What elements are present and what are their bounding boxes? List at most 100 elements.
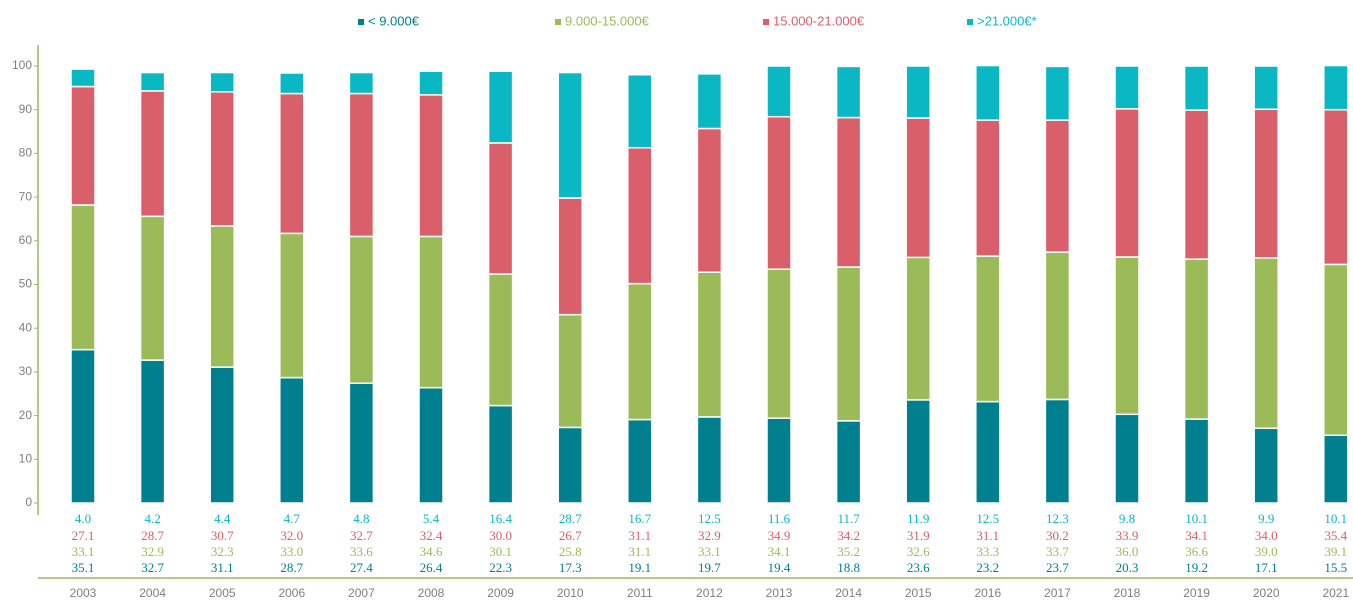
y-tick-label: 40 <box>19 320 33 334</box>
value-label: 31.1 <box>211 560 234 575</box>
value-label: 23.2 <box>976 560 999 575</box>
value-label: 39.0 <box>1255 544 1278 559</box>
value-label: 4.7 <box>284 511 301 526</box>
bar-segment <box>905 117 931 259</box>
value-label: 32.7 <box>141 560 164 575</box>
value-label: 23.6 <box>907 560 930 575</box>
x-tick-label: 2017 <box>1044 586 1071 600</box>
value-label: 17.3 <box>559 560 582 575</box>
value-label: 32.6 <box>907 544 930 559</box>
bar-segment <box>627 282 653 421</box>
bar-segment <box>70 85 96 206</box>
value-label: 33.7 <box>1046 544 1069 559</box>
value-label: 16.7 <box>628 511 651 526</box>
y-tick-label: 10 <box>19 451 33 465</box>
value-label: 34.0 <box>1255 528 1278 543</box>
x-tick-label: 2006 <box>278 586 305 600</box>
x-tick-label: 2015 <box>905 586 932 600</box>
value-label: 12.5 <box>976 511 999 526</box>
bar-segment <box>279 92 305 235</box>
bar-segment <box>1114 256 1140 416</box>
bar-segment <box>1183 418 1210 504</box>
y-tick-label: 60 <box>19 233 33 247</box>
value-label: 12.5 <box>698 511 721 526</box>
bar-segment <box>487 70 514 144</box>
value-label: 4.2 <box>144 511 160 526</box>
value-label: 34.1 <box>1185 528 1208 543</box>
x-tick-label: 2018 <box>1114 586 1141 600</box>
bar-segment <box>1114 108 1140 258</box>
y-tick-label: 80 <box>19 146 33 160</box>
bar-segment <box>1323 263 1349 437</box>
bar-segment <box>139 71 166 92</box>
value-label: 12.3 <box>1046 511 1069 526</box>
y-tick-label: 100 <box>12 58 32 72</box>
bar-segment <box>487 142 514 275</box>
value-label: 10.1 <box>1185 511 1208 526</box>
bar-segment <box>627 418 653 504</box>
value-label: 11.6 <box>768 511 791 526</box>
bar-segment <box>835 266 862 422</box>
value-label: 19.4 <box>768 560 791 575</box>
y-tick-label: 90 <box>19 102 33 116</box>
value-label: 27.4 <box>350 560 373 575</box>
x-tick-label: 2014 <box>835 586 862 600</box>
value-label: 11.9 <box>907 511 929 526</box>
y-tick-label: 50 <box>19 277 33 291</box>
x-tick-label: 2011 <box>627 586 653 600</box>
bar-segment <box>696 271 723 418</box>
value-label: 32.3 <box>211 544 234 559</box>
value-label: 32.9 <box>141 544 164 559</box>
value-label: 19.7 <box>698 560 721 575</box>
bar-segment <box>975 64 1001 121</box>
value-label: 35.1 <box>72 560 95 575</box>
value-label: 4.8 <box>353 511 369 526</box>
value-label: 34.6 <box>420 544 443 559</box>
bar-segment <box>70 204 96 351</box>
bar-segment <box>627 146 653 285</box>
value-label: 32.0 <box>280 528 303 543</box>
bar-segment <box>557 313 583 429</box>
y-tick-label: 70 <box>19 189 33 203</box>
value-label: 35.4 <box>1324 528 1347 543</box>
value-label: 11.7 <box>837 511 860 526</box>
value-label: 17.1 <box>1255 560 1278 575</box>
legend-marker <box>763 19 769 25</box>
value-label: 30.1 <box>489 544 512 559</box>
value-label: 33.1 <box>698 544 721 559</box>
bar-segment <box>1253 257 1279 430</box>
bar-segment <box>835 65 862 119</box>
value-label: 32.9 <box>698 528 721 543</box>
bar-segment <box>557 197 583 316</box>
legend-marker <box>967 19 973 25</box>
x-tick-label: 2016 <box>974 586 1001 600</box>
bar-segment <box>975 255 1001 403</box>
value-label: 32.7 <box>350 528 373 543</box>
bar-segment <box>1183 65 1210 111</box>
legend-marker <box>555 19 561 25</box>
value-label: 36.0 <box>1116 544 1139 559</box>
y-tick-label: 30 <box>19 364 33 378</box>
legend-label: >21.000€* <box>977 13 1037 28</box>
x-tick-label: 2012 <box>696 586 723 600</box>
bar-segment <box>835 420 862 504</box>
bar-segment <box>209 366 235 504</box>
x-tick-label: 2005 <box>209 586 236 600</box>
x-tick-label: 2019 <box>1183 586 1210 600</box>
value-label: 9.9 <box>1258 511 1274 526</box>
value-label: 32.4 <box>420 528 443 543</box>
bar-segment <box>139 215 166 361</box>
value-label: 33.6 <box>350 544 373 559</box>
bar-segment <box>1183 109 1210 260</box>
legend-marker <box>358 19 364 25</box>
value-label: 33.9 <box>1116 528 1139 543</box>
legend-label: < 9.000€ <box>368 13 420 28</box>
y-tick-label: 0 <box>25 495 32 509</box>
bar-segment <box>418 70 444 96</box>
value-label: 5.4 <box>423 511 440 526</box>
value-label: 10.1 <box>1324 511 1347 526</box>
bar-segment <box>1253 108 1279 259</box>
value-label: 26.4 <box>420 560 443 575</box>
bar-segment <box>975 400 1001 504</box>
